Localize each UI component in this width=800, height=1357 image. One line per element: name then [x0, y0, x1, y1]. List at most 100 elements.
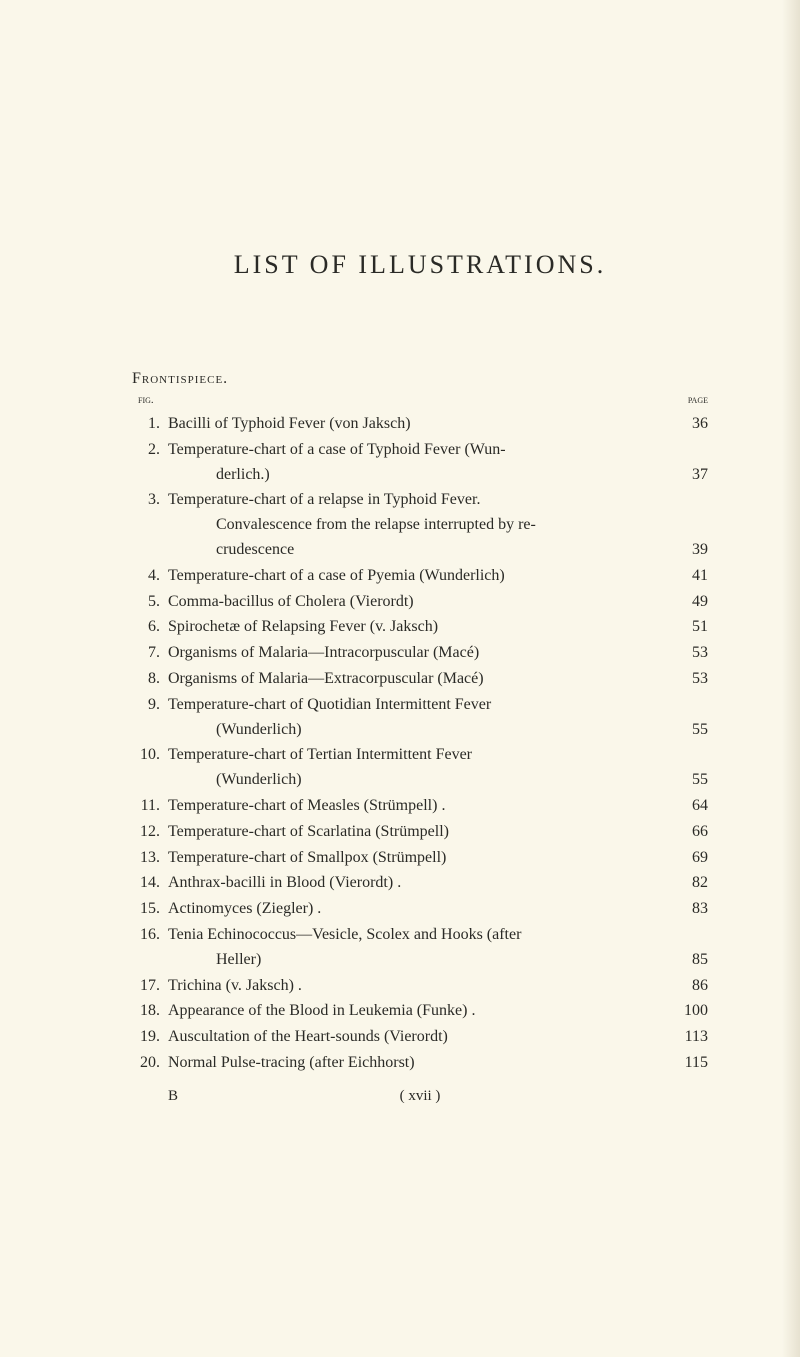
- list-item: 13.Temperature-chart of Smallpox (Strümp…: [132, 846, 708, 871]
- list-item: 17.Trichina (v. Jaksch) .86: [132, 974, 708, 999]
- list-item: 7.Organisms of Malaria—Intracorpuscular …: [132, 641, 708, 666]
- entry-body: Tenia Echinococcus—Vesicle, Scolex and H…: [168, 923, 708, 973]
- page-content: LIST OF ILLUSTRATIONS. Frontispiece. fig…: [0, 0, 800, 1165]
- entry-page: 85: [692, 948, 708, 973]
- entry-text: Temperature-chart of Smallpox (Strümpell…: [168, 846, 708, 871]
- entry-text: Normal Pulse-tracing (after Eichhorst)11…: [168, 1051, 708, 1076]
- section-heading: Frontispiece.: [132, 370, 708, 388]
- entry-body: Temperature-chart of Scarlatina (Strümpe…: [168, 820, 708, 845]
- entry-continuation: derlich.)37: [168, 463, 708, 488]
- entry-page: 115: [685, 1051, 708, 1076]
- entry-number: 3.: [132, 488, 168, 513]
- entry-continuation: Heller)85: [168, 948, 708, 973]
- entry-number: 6.: [132, 615, 168, 640]
- entry-number: 4.: [132, 564, 168, 589]
- entry-text: Spirochetæ of Relapsing Fever (v. Jaksch…: [168, 615, 708, 640]
- entry-text: Temperature-chart of Scarlatina (Strümpe…: [168, 820, 708, 845]
- list-item: 6.Spirochetæ of Relapsing Fever (v. Jaks…: [132, 615, 708, 640]
- entry-page: 53: [692, 667, 708, 692]
- entry-body: Temperature-chart of Tertian Intermitten…: [168, 743, 708, 793]
- entry-body: Organisms of Malaria—Extracorpuscular (M…: [168, 667, 708, 692]
- entry-page: 100: [684, 999, 708, 1024]
- entry-text: Trichina (v. Jaksch) .86: [168, 974, 708, 999]
- entry-number: 7.: [132, 641, 168, 666]
- entry-page: 55: [692, 768, 708, 793]
- entry-number: 2.: [132, 438, 168, 463]
- entry-number: 10.: [132, 743, 168, 768]
- entry-text: Temperature-chart of Measles (Strümpell)…: [168, 794, 708, 819]
- entry-number: 12.: [132, 820, 168, 845]
- entry-text: Tenia Echinococcus—Vesicle, Scolex and H…: [168, 923, 708, 948]
- entry-page: 39: [692, 538, 708, 563]
- entry-body: Bacilli of Typhoid Fever (von Jaksch)36: [168, 412, 708, 437]
- entry-text: Actinomyces (Ziegler) .83: [168, 897, 708, 922]
- list-item: 19.Auscultation of the Heart-sounds (Vie…: [132, 1025, 708, 1050]
- list-item: 11.Temperature-chart of Measles (Strümpe…: [132, 794, 708, 819]
- entry-body: Spirochetæ of Relapsing Fever (v. Jaksch…: [168, 615, 708, 640]
- entry-page: 36: [692, 412, 708, 437]
- entry-text: Organisms of Malaria—Intracorpuscular (M…: [168, 641, 708, 666]
- entry-number: 14.: [132, 871, 168, 896]
- entry-continuation: Convalescence from the relapse interrupt…: [168, 513, 708, 538]
- entry-continuation: crudescence39: [168, 538, 708, 563]
- entry-body: Temperature-chart of a relapse in Typhoi…: [168, 488, 708, 562]
- footer-left: B: [168, 1088, 178, 1105]
- entry-body: Temperature-chart of a case of Pyemia (W…: [168, 564, 708, 589]
- list-item: 18.Appearance of the Blood in Leukemia (…: [132, 999, 708, 1024]
- entry-continuation: (Wunderlich)55: [168, 718, 708, 743]
- entry-page: 82: [692, 871, 708, 896]
- entry-text: Temperature-chart of a case of Pyemia (W…: [168, 564, 708, 589]
- entry-body: Temperature-chart of Quotidian Intermitt…: [168, 693, 708, 743]
- entry-number: 1.: [132, 412, 168, 437]
- entry-page: 64: [692, 794, 708, 819]
- column-headers: fig. page: [132, 394, 708, 406]
- entry-body: Anthrax-bacilli in Blood (Vierordt) .82: [168, 871, 708, 896]
- list-item: 3.Temperature-chart of a relapse in Typh…: [132, 488, 708, 562]
- entries-list: 1.Bacilli of Typhoid Fever (von Jaksch)3…: [132, 412, 708, 1076]
- entry-page: 53: [692, 641, 708, 666]
- page-title: LIST OF ILLUSTRATIONS.: [132, 250, 708, 280]
- list-item: 16.Tenia Echinococcus—Vesicle, Scolex an…: [132, 923, 708, 973]
- entry-number: 5.: [132, 590, 168, 615]
- list-item: 12.Temperature-chart of Scarlatina (Strü…: [132, 820, 708, 845]
- entry-body: Temperature-chart of a case of Typhoid F…: [168, 438, 708, 488]
- entry-continuation: (Wunderlich)55: [168, 768, 708, 793]
- entry-text: Anthrax-bacilli in Blood (Vierordt) .82: [168, 871, 708, 896]
- entry-body: Comma-bacillus of Cholera (Vierordt)49: [168, 590, 708, 615]
- entry-number: 11.: [132, 794, 168, 819]
- entry-page: 37: [692, 463, 708, 488]
- entry-body: Trichina (v. Jaksch) .86: [168, 974, 708, 999]
- entry-text: Comma-bacillus of Cholera (Vierordt)49: [168, 590, 708, 615]
- entry-text: Bacilli of Typhoid Fever (von Jaksch)36: [168, 412, 708, 437]
- list-item: 8.Organisms of Malaria—Extracorpuscular …: [132, 667, 708, 692]
- list-item: 20.Normal Pulse-tracing (after Eichhorst…: [132, 1051, 708, 1076]
- page-edge-shadow: [782, 0, 800, 1357]
- list-item: 14.Anthrax-bacilli in Blood (Vierordt) .…: [132, 871, 708, 896]
- entry-number: 19.: [132, 1025, 168, 1050]
- entry-page: 86: [692, 974, 708, 999]
- entry-body: Actinomyces (Ziegler) .83: [168, 897, 708, 922]
- footer: B ( xvii ): [132, 1088, 708, 1105]
- entry-page: 66: [692, 820, 708, 845]
- entry-text: Temperature-chart of a relapse in Typhoi…: [168, 488, 708, 513]
- fig-header: fig.: [138, 394, 154, 406]
- entry-page: 113: [685, 1025, 708, 1050]
- list-item: 9.Temperature-chart of Quotidian Intermi…: [132, 693, 708, 743]
- entry-body: Temperature-chart of Smallpox (Strümpell…: [168, 846, 708, 871]
- entry-page: 51: [692, 615, 708, 640]
- entry-number: 18.: [132, 999, 168, 1024]
- entry-text: Organisms of Malaria—Extracorpuscular (M…: [168, 667, 708, 692]
- entry-body: Auscultation of the Heart-sounds (Vieror…: [168, 1025, 708, 1050]
- entry-text: Temperature-chart of Quotidian Intermitt…: [168, 693, 708, 718]
- entry-body: Normal Pulse-tracing (after Eichhorst)11…: [168, 1051, 708, 1076]
- footer-center: ( xvii ): [400, 1088, 441, 1105]
- list-item: 2.Temperature-chart of a case of Typhoid…: [132, 438, 708, 488]
- entry-body: Organisms of Malaria—Intracorpuscular (M…: [168, 641, 708, 666]
- entry-text: Auscultation of the Heart-sounds (Vieror…: [168, 1025, 708, 1050]
- entry-body: Temperature-chart of Measles (Strümpell)…: [168, 794, 708, 819]
- list-item: 15.Actinomyces (Ziegler) .83: [132, 897, 708, 922]
- entry-page: 83: [692, 897, 708, 922]
- entry-page: 49: [692, 590, 708, 615]
- page-header: page: [688, 394, 708, 406]
- entry-text: Temperature-chart of Tertian Intermitten…: [168, 743, 708, 768]
